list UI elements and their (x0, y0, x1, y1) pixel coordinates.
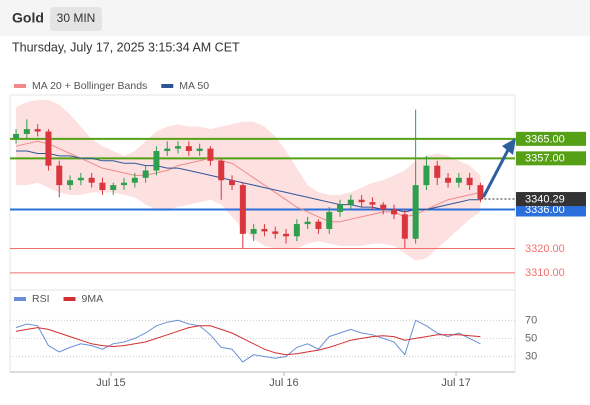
timeframe-box (50, 7, 102, 31)
candle-body (434, 165, 441, 178)
candle-body (110, 185, 117, 190)
candle-body (88, 177, 95, 183)
last-price-label: 3340.29 (525, 193, 565, 205)
datetime: Thursday, July 17, 2025 3:15:34 AM CET (12, 40, 240, 54)
candle-body (466, 177, 473, 186)
legend-label: MA 20 + Bollinger Bands (32, 80, 147, 92)
candle-body (380, 204, 387, 210)
candle-body (175, 146, 182, 149)
candle-body (99, 182, 106, 190)
candle-body (250, 228, 257, 234)
x-tick-label: Jul 17 (441, 377, 470, 389)
candle-body (34, 129, 41, 132)
x-tick-label: Jul 16 (269, 377, 298, 389)
level-label: 3336.00 (525, 204, 565, 216)
legend-swatch (14, 84, 26, 88)
candle-body (185, 146, 192, 152)
candle-body (131, 177, 138, 183)
forecast-arrowhead (502, 138, 516, 155)
candle-body (164, 148, 171, 152)
candle-body (77, 177, 84, 181)
forecast-arrow (482, 149, 510, 198)
level-label-box (516, 131, 586, 146)
y-tick-label: 50 (525, 332, 537, 344)
candle-body (304, 221, 311, 225)
legend-swatch (161, 84, 174, 88)
candle-body (283, 233, 290, 237)
candle-body (391, 209, 398, 215)
y-tick-label: 30 (525, 350, 537, 362)
candle-body (272, 231, 279, 234)
candle-body (67, 180, 74, 186)
level-label: 3357.00 (525, 153, 565, 165)
candle-body (207, 148, 214, 161)
candle-body (293, 224, 300, 237)
legend-label: RSI (32, 293, 50, 305)
candle-body (229, 180, 236, 186)
ma-line (16, 150, 481, 213)
legend-swatch (14, 297, 26, 301)
level-label-box (516, 151, 586, 166)
rsi-line (15, 319, 481, 363)
candle-body (45, 131, 52, 166)
candle-body (13, 133, 20, 139)
candle-body (337, 204, 344, 212)
title: Gold (12, 10, 44, 26)
x-tick-label: Jul 15 (96, 377, 125, 389)
candle-body (401, 214, 408, 239)
candle-body (477, 185, 484, 200)
candle-body (358, 199, 365, 203)
candle-body (423, 165, 430, 186)
candle-body (56, 165, 63, 186)
candle-body (239, 185, 246, 234)
last-price-box (516, 192, 586, 207)
level-label: 3365.00 (525, 133, 565, 145)
candle-body (23, 129, 30, 134)
legend-label: MA 50 (179, 80, 209, 92)
candle-body (218, 160, 225, 181)
candle-body (326, 211, 333, 229)
candle-body (261, 228, 268, 232)
candle-body (121, 182, 128, 186)
candle-body (412, 185, 419, 239)
candle-body (315, 221, 322, 229)
candle-body (369, 202, 376, 205)
candle-body (196, 148, 203, 152)
candle-body (455, 177, 462, 183)
legend-label: 9MA (82, 293, 104, 305)
y-tick-label: 70 (525, 314, 537, 326)
timeframe: 30 MIN (57, 11, 96, 25)
rsi-line (15, 325, 481, 356)
level-label: 3310.00 (525, 267, 565, 279)
bollinger-band (16, 99, 481, 261)
candle-body (153, 151, 160, 171)
legend-swatch (63, 297, 76, 301)
candle-body (445, 177, 452, 183)
level-label: 3320.00 (525, 243, 565, 255)
candle-body (347, 199, 354, 205)
candle-body (142, 170, 149, 178)
